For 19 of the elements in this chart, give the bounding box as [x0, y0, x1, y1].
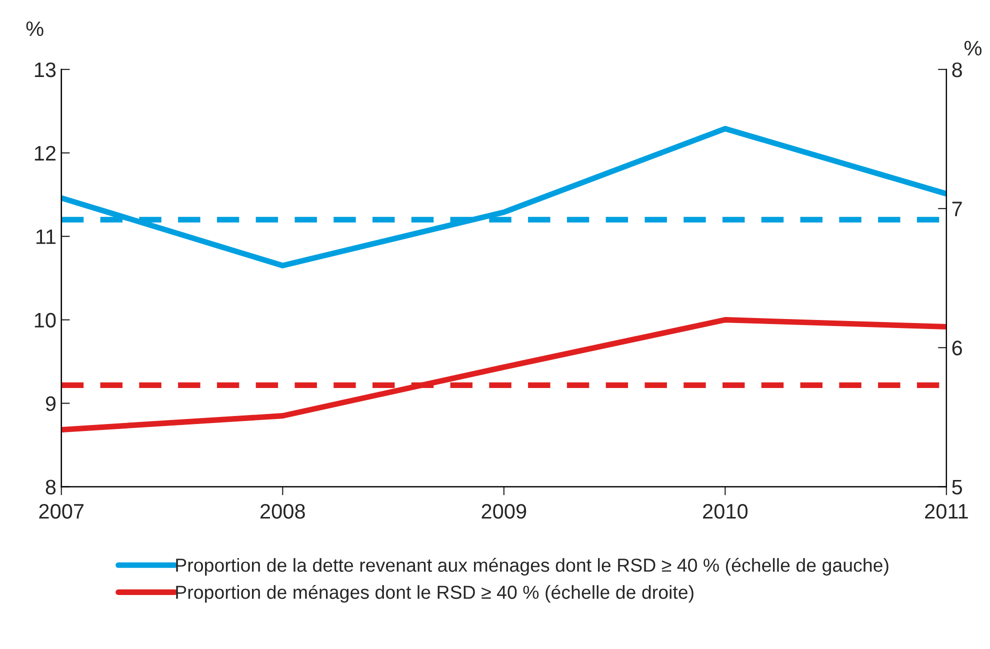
y-tick-label: 9 [46, 396, 56, 412]
x-tick-label: 2011 [925, 504, 968, 519]
y-tick-label: 13 [34, 62, 56, 78]
x-tick-label: 2008 [260, 504, 305, 519]
y-tick-label: 8 [46, 480, 56, 495]
x-tick-label: 2010 [703, 504, 748, 519]
y2-axis-title: % [964, 40, 982, 56]
y-axis-title: % [26, 21, 44, 36]
y2-tick-label: 8 [952, 62, 962, 78]
legend-label: Proportion de ménages dont le RSD ≥ 40 % (échelle de droite) [176, 584, 694, 603]
y-tick-label: 10 [34, 312, 56, 328]
x-tick-label: 2009 [482, 504, 526, 519]
y2-tick-label: 7 [952, 202, 962, 216]
y-tick-label: 12 [34, 146, 56, 160]
y2-tick-label: 6 [952, 340, 962, 356]
y2-tick-label: 5 [952, 480, 962, 495]
y-tick-label: 11 [36, 230, 56, 244]
x-tick-label: 2007 [39, 504, 84, 519]
legend-label: Proportion de la dette revenant aux ménages dont le RSD ≥ 40 % (échelle de gauche) [176, 558, 888, 576]
